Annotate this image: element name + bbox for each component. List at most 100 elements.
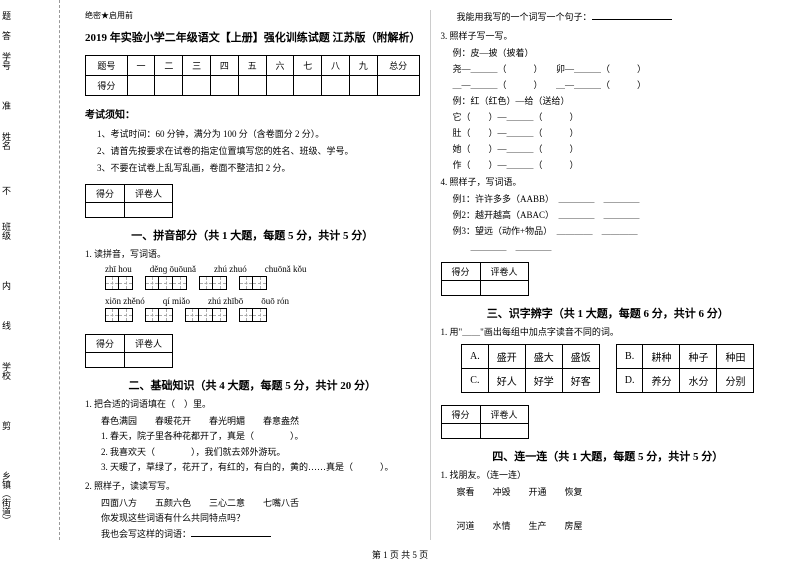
scorer-label: 评卷人 <box>480 406 528 424</box>
question-text: 4. 照样子，写词语。 <box>441 175 776 188</box>
cell: D. <box>616 369 643 393</box>
th: 四 <box>211 56 239 76</box>
pinyin: xiōn zhěnó <box>105 296 145 306</box>
th: 六 <box>266 56 294 76</box>
question-text: 1. 用"＿＿"画出每组中加点字读音不同的词。 <box>441 325 776 338</box>
scorer-box: 得分评卷人 <box>85 184 173 218</box>
question-line: 例3：望远（动作+物品） ＿＿＿＿ ＿＿＿＿ <box>453 224 776 237</box>
pinyin: zhú zhībō <box>208 296 243 306</box>
cell: C. <box>462 369 489 393</box>
pinyin-row: xiōn zhěnó qí miǎo zhú zhībō ōuō rón <box>105 296 420 306</box>
notice-item: 1、考试时间：60 分钟，满分为 100 分（含卷面分 2 分）。 <box>97 127 420 140</box>
cell: 分别 <box>717 369 754 393</box>
cell: 养分 <box>643 369 680 393</box>
scorer-label: 得分 <box>86 185 125 203</box>
question-line: 它（ ）—＿＿＿（ ） <box>453 110 776 123</box>
page-footer: 第 1 页 共 5 页 <box>0 548 800 561</box>
secret-label: 绝密★启用前 <box>85 10 420 21</box>
question-text: 1. 读拼音，写词语。 <box>85 247 420 260</box>
binding-margin: 乡镇（街道） 剪 学校 线 内 班级 不 姓名 准 学号 答 题 <box>0 0 60 540</box>
binding-label: 学校 <box>0 362 13 380</box>
binding-label: 准 <box>0 101 13 110</box>
question-text: 2. 照样子，读读写写。 <box>85 479 420 492</box>
char-table: A. 盛开 盛大 盛饭 B. 耕种 种子 种田 C. 好人 好学 好客 D. <box>461 344 754 393</box>
text: 我也会写这样的词语： <box>101 529 191 539</box>
scorer-label: 评卷人 <box>125 185 173 203</box>
content-area: 绝密★启用前 2019 年实验小学二年级语文【上册】强化训练试题 江苏版（附解析… <box>60 0 800 540</box>
table-row: A. 盛开 盛大 盛饭 B. 耕种 种子 种田 <box>462 345 754 369</box>
question-line: 她（ ）—＿＿＿（ ） <box>453 142 776 155</box>
score-header-row: 题号 一 二 三 四 五 六 七 八 九 总分 <box>86 56 420 76</box>
th: 八 <box>322 56 350 76</box>
text: 我能用我写的一个词写一个句子： <box>457 12 592 22</box>
tian-group <box>145 276 187 290</box>
th: 三 <box>183 56 211 76</box>
binding-label: 剪 <box>0 421 13 430</box>
tian-grid-row <box>105 276 420 290</box>
match-row: 河道 水情 生产 房屋 <box>457 519 776 534</box>
binding-label: 班级 <box>0 222 13 240</box>
tian-group <box>105 308 133 322</box>
scorer-label: 得分 <box>441 406 480 424</box>
question-line: 3. 天暖了，草绿了，花开了，有红的，有白的，黄的……真是（ ）。 <box>101 460 420 475</box>
section-2-title: 二、基础知识（共 4 大题，每题 5 分，共计 20 分） <box>85 377 420 393</box>
scorer-box: 得分评卷人 <box>441 405 529 439</box>
cell: 盛开 <box>488 345 525 369</box>
question-line: 我也会写这样的词语： <box>101 527 420 542</box>
cell: B. <box>616 345 643 369</box>
binding-label: 内 <box>0 281 13 290</box>
tian-group <box>105 276 133 290</box>
cell: 种田 <box>717 345 754 369</box>
pinyin-row: zhī hou děnɡ ōuōunǎ zhú zhuó chuōnǎ kǒu <box>105 264 420 274</box>
cell: 好人 <box>488 369 525 393</box>
question-line: ＿—＿＿＿（ ） ＿—＿＿＿（ ） <box>453 78 776 91</box>
cell: 好客 <box>562 369 599 393</box>
question-line: 我能用我写的一个词写一个句子： <box>457 10 776 25</box>
pinyin: děnɡ ōuōunǎ <box>150 264 196 274</box>
tian-grid-row <box>105 308 420 322</box>
question-text: 3. 照样子写一写。 <box>441 29 776 42</box>
tian-group <box>239 308 267 322</box>
blank-line <box>592 10 672 20</box>
binding-label: 姓名 <box>0 132 13 150</box>
scorer-box: 得分评卷人 <box>85 334 173 368</box>
question-line: ＿＿＿＿ ＿＿＿＿ <box>453 240 776 253</box>
gap <box>599 345 616 369</box>
question-line: 春色满园 春暖花开 春光明媚 春意盎然 <box>101 414 420 429</box>
binding-label: 线 <box>0 321 13 330</box>
cell: 盛大 <box>525 345 562 369</box>
scorer-label: 评卷人 <box>480 263 528 281</box>
cell: 好学 <box>525 369 562 393</box>
question-text: 1. 找朋友。（连一连） <box>441 468 776 481</box>
question-line: 例：红（红色）—给（送给） <box>453 94 776 107</box>
section-4-title: 四、连一连（共 1 大题，每题 5 分，共计 5 分） <box>441 448 776 464</box>
binding-label: 乡镇（街道） <box>0 471 13 525</box>
th: 总分 <box>377 56 419 76</box>
th: 二 <box>155 56 183 76</box>
exam-title: 2019 年实验小学二年级语文【上册】强化训练试题 江苏版（附解析） <box>85 29 420 45</box>
binding-label: 题 <box>0 11 13 20</box>
cell: 盛饭 <box>562 345 599 369</box>
th: 七 <box>294 56 322 76</box>
cell: 水分 <box>680 369 717 393</box>
match-row: 察看 冲毁 开通 恢复 <box>457 485 776 500</box>
scorer-label: 得分 <box>86 335 125 353</box>
pinyin: ōuō rón <box>261 296 289 306</box>
right-column: 我能用我写的一个词写一个句子： 3. 照样子写一写。 例：皮—披（披着） 尧—＿… <box>431 10 786 540</box>
spacer <box>441 501 776 519</box>
cell: A. <box>462 345 489 369</box>
tian-group <box>145 308 173 322</box>
notice-title: 考试须知： <box>85 106 420 121</box>
scorer-label: 评卷人 <box>125 335 173 353</box>
score-value-row: 得分 <box>86 76 420 96</box>
question-line: 2. 我喜欢天（ ），我们就去郊外游玩。 <box>101 445 420 460</box>
blank-line <box>191 527 271 537</box>
question-line: 尧—＿＿＿（ ） 卯—＿＿＿（ ） <box>453 62 776 75</box>
table-row: C. 好人 好学 好客 D. 养分 水分 分别 <box>462 369 754 393</box>
pinyin: qí miǎo <box>163 296 190 306</box>
scorer-box: 得分评卷人 <box>441 262 529 296</box>
pinyin: zhú zhuó <box>214 264 247 274</box>
notice-item: 2、请首先按要求在试卷的指定位置填写您的姓名、班级、学号。 <box>97 144 420 157</box>
tian-group <box>185 308 227 322</box>
tian-group <box>239 276 267 290</box>
